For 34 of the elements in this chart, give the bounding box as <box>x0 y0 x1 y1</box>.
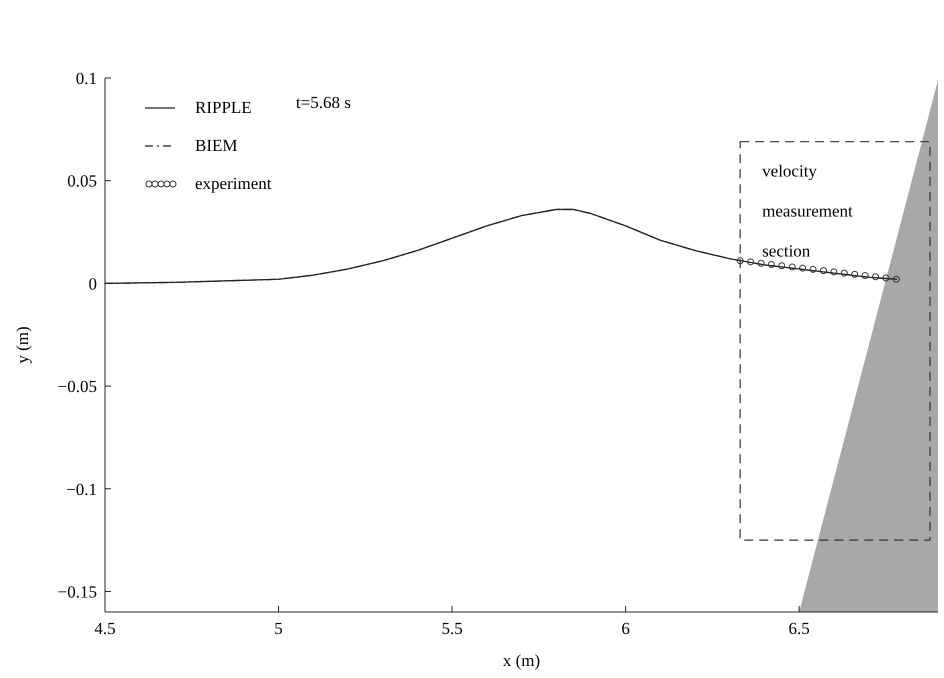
point <box>768 260 775 268</box>
y-tick-label: −0.1 <box>66 480 97 499</box>
point <box>892 276 900 283</box>
point <box>830 268 838 276</box>
point <box>840 270 848 277</box>
legend-label: RIPPLE <box>195 98 252 117</box>
x-tick-label: 5.5 <box>441 619 463 638</box>
y-tick-label: 0.05 <box>67 172 97 191</box>
point <box>788 263 796 270</box>
text: velocity measurement section <box>762 162 853 261</box>
x-axis-title: x (m) <box>502 651 540 670</box>
y-tick-label: −0.05 <box>58 377 97 396</box>
point <box>882 274 890 282</box>
legend-label: BIEM <box>195 136 238 155</box>
point <box>862 272 869 280</box>
x-tick-label: 6.5 <box>788 619 810 638</box>
y-axis-title: y (m) <box>13 326 32 364</box>
y-tick-label: 0.1 <box>76 69 97 88</box>
y-tick-label: 0 <box>88 274 97 294</box>
point <box>747 258 754 266</box>
point <box>851 270 858 278</box>
point <box>810 266 817 273</box>
x-tick-label: 4.5 <box>94 619 116 638</box>
point <box>778 262 786 270</box>
x-tick-label: 6 <box>621 619 630 638</box>
point <box>872 273 880 280</box>
point <box>799 264 806 272</box>
x-tick-label: 5 <box>274 619 283 638</box>
point <box>736 257 744 264</box>
legend-label: experiment <box>195 174 272 193</box>
y-tick-label: −0.15 <box>58 582 97 602</box>
point <box>757 260 764 267</box>
annotation: t=5.68 s <box>296 93 351 112</box>
point <box>820 267 827 274</box>
